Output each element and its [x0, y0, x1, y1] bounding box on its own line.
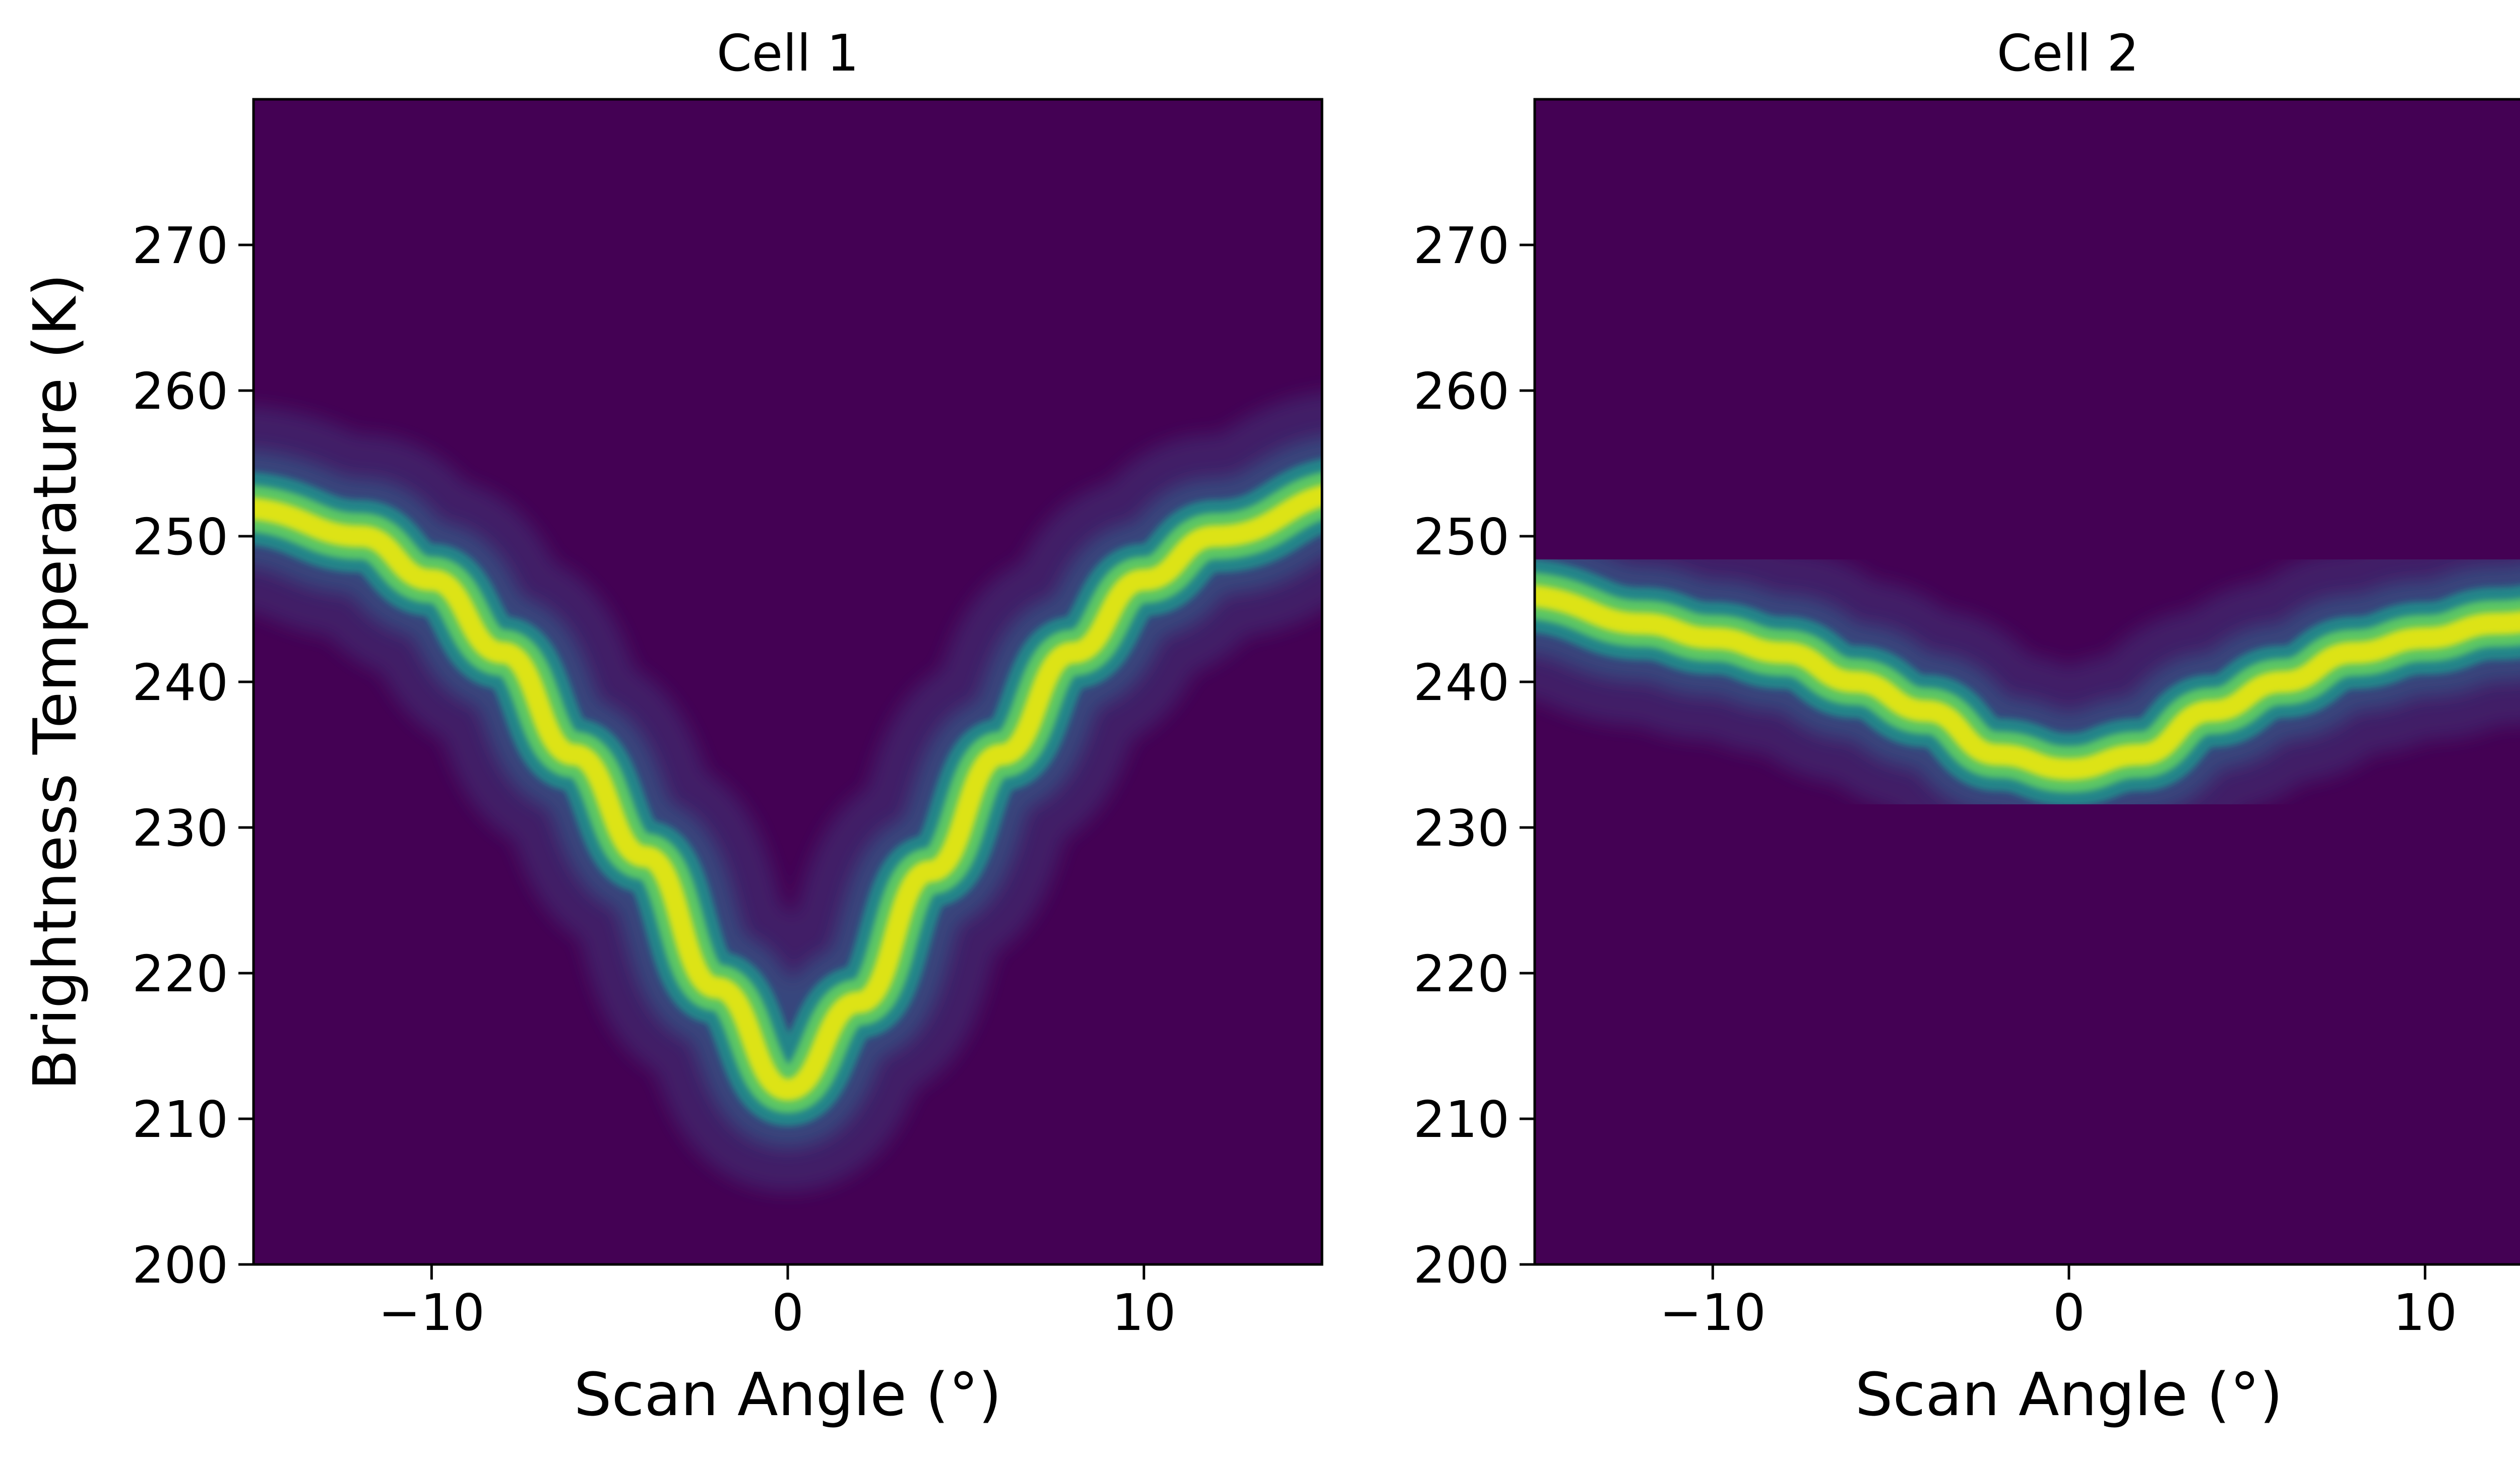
- y-tick-label: 250: [1413, 507, 1509, 566]
- panel-cell-1: Cell 1 −10 0 10 200 210 220 230 240 250 260 270 S…: [20, 24, 1324, 1429]
- y-tick-label: 230: [1413, 799, 1509, 858]
- y-tick-label: 270: [1413, 216, 1509, 275]
- y-tick-label: 240: [132, 653, 228, 712]
- x-tick-label: 0: [772, 1283, 804, 1342]
- x-tick-label: 0: [2053, 1283, 2085, 1342]
- y-tick-label: 230: [132, 799, 228, 858]
- y-tick-label: 210: [1413, 1090, 1509, 1149]
- y-tick-label: 200: [132, 1236, 228, 1295]
- ridge-peak: [1535, 585, 2520, 781]
- heatmap-plot-area: [1535, 99, 2520, 1264]
- y-tick-label: 220: [1413, 944, 1509, 1003]
- y-tick-label: 270: [132, 216, 228, 275]
- y-tick-label: 200: [1413, 1236, 1509, 1295]
- y-tick-label: 260: [132, 362, 228, 421]
- ridge-peak: [254, 485, 1322, 1101]
- x-tick-label: −10: [379, 1283, 485, 1342]
- y-tick-label: 240: [1413, 653, 1509, 712]
- y-axis-ticks: 200 210 220 230 240 250 260 270: [1413, 216, 1535, 1295]
- x-axis-label: Scan Angle (°): [1855, 1360, 2283, 1429]
- panel-title: Cell 1: [717, 24, 859, 83]
- x-tick-label: 10: [1112, 1283, 1176, 1342]
- y-tick-label: 210: [132, 1090, 228, 1149]
- x-tick-label: −10: [1660, 1283, 1766, 1342]
- y-tick-label: 260: [1413, 362, 1509, 421]
- panel-title: Cell 2: [1997, 24, 2139, 83]
- x-tick-label: 10: [2393, 1283, 2457, 1342]
- x-axis-ticks: −10 0 10: [1660, 1264, 2457, 1342]
- y-axis-ticks: 200 210 220 230 240 250 260 270: [132, 216, 254, 1295]
- y-tick-label: 220: [132, 944, 228, 1003]
- x-axis-label: Scan Angle (°): [574, 1360, 1002, 1429]
- heatmap-plot-area: [254, 99, 1322, 1264]
- y-axis-label: Brightness Temperature (K): [20, 274, 90, 1090]
- panel-cell-2: Cell 2 −10 0 10 200 210 220 230 240 250 260 270 S…: [1413, 24, 2520, 1429]
- x-axis-ticks: −10 0 10: [379, 1264, 1176, 1342]
- y-tick-label: 250: [132, 507, 228, 566]
